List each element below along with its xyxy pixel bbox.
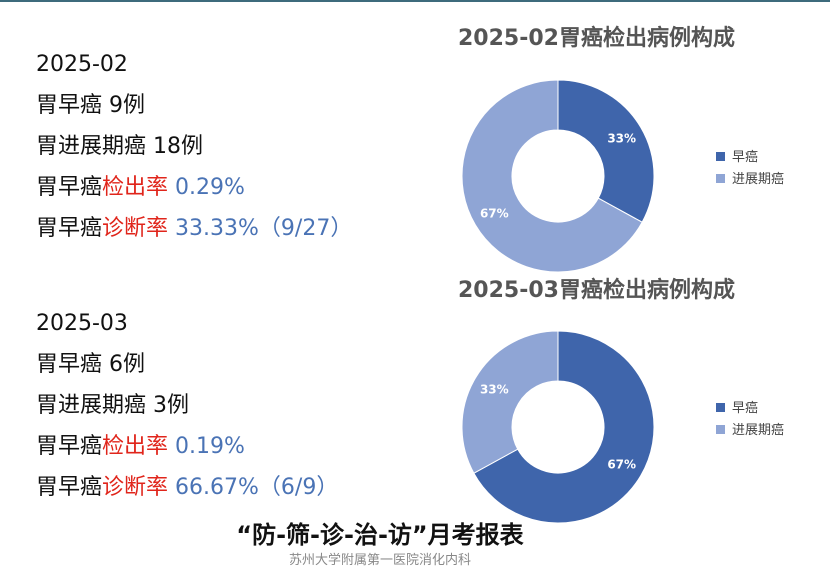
legend-mar: 早癌 进展期癌 (716, 398, 784, 442)
legend-swatch-advanced (716, 425, 725, 434)
diagnosis-rate-value: 33.33%（9/27） (175, 216, 353, 241)
rate-prefix: 胃早癌 (36, 175, 103, 200)
diagnosis-rate-value: 66.67%（6/9） (175, 475, 339, 500)
period-label: 2025-03 (36, 311, 128, 336)
legend-swatch-advanced (716, 174, 725, 183)
detection-rate-value: 0.19% (175, 434, 245, 459)
donut-slice-advanced (461, 79, 643, 273)
slice-data-label-early: 67% (607, 458, 636, 472)
report-title: “防-筛-诊-治-访”月考报表 (236, 521, 524, 549)
diagnosis-rate-line: 胃早癌诊断率 66.67%（6/9） (36, 467, 338, 508)
detection-rate-line: 胃早癌检出率 0.29% (36, 167, 352, 208)
donut-slice-early (473, 330, 655, 524)
slice-data-label-advanced: 67% (480, 207, 509, 221)
donut-chart-feb: 33% 67% (461, 79, 655, 273)
legend-label-advanced: 进展期癌 (732, 172, 785, 187)
legend-label-early: 早癌 (732, 401, 759, 416)
legend-label-advanced: 进展期癌 (732, 423, 785, 438)
legend-item-advanced: 进展期癌 (716, 420, 784, 442)
donut-slice-early (557, 79, 655, 223)
advanced-count: 胃进展期癌 18例 (36, 134, 203, 159)
chart-title-mar: 2025-03胃癌检出病例构成 (458, 278, 735, 303)
detection-rate-value: 0.29% (175, 175, 245, 200)
legend-swatch-early (716, 403, 725, 412)
legend-label-early: 早癌 (732, 150, 759, 165)
top-rule (0, 0, 830, 2)
report-subtitle: 苏州大学附属第一医院消化内科 (288, 553, 471, 568)
advanced-count: 胃进展期癌 3例 (36, 393, 189, 418)
early-count: 胃早癌 6例 (36, 352, 145, 377)
detection-rate-line: 胃早癌检出率 0.19% (36, 426, 338, 467)
early-count: 胃早癌 9例 (36, 93, 145, 118)
legend-item-early: 早癌 (716, 398, 784, 420)
rate-prefix: 胃早癌 (36, 216, 103, 241)
chart-title-feb: 2025-02胃癌检出病例构成 (458, 26, 735, 51)
period-label: 2025-02 (36, 52, 128, 77)
stats-block-mar: 2025-03 胃早癌 6例 胃进展期癌 3例 胃早癌检出率 0.19% 胃早癌… (36, 303, 338, 508)
slice-data-label-early: 33% (607, 131, 636, 145)
donut-slice-advanced (461, 330, 559, 474)
legend-swatch-early (716, 152, 725, 161)
rate-prefix: 胃早癌 (36, 475, 103, 500)
legend-item-early: 早癌 (716, 147, 784, 169)
stats-block-feb: 2025-02 胃早癌 9例 胃进展期癌 18例 胃早癌检出率 0.29% 胃早… (36, 44, 352, 249)
donut-chart-mar: 67% 33% (461, 330, 655, 524)
detection-rate-label: 检出率 (102, 434, 169, 459)
diagnosis-rate-line: 胃早癌诊断率 33.33%（9/27） (36, 208, 352, 249)
legend-item-advanced: 进展期癌 (716, 169, 784, 191)
legend-feb: 早癌 进展期癌 (716, 147, 784, 191)
detection-rate-label: 检出率 (102, 175, 169, 200)
diagnosis-rate-label: 诊断率 (102, 475, 169, 500)
diagnosis-rate-label: 诊断率 (102, 216, 169, 241)
slice-data-label-advanced: 33% (480, 382, 509, 396)
rate-prefix: 胃早癌 (36, 434, 103, 459)
